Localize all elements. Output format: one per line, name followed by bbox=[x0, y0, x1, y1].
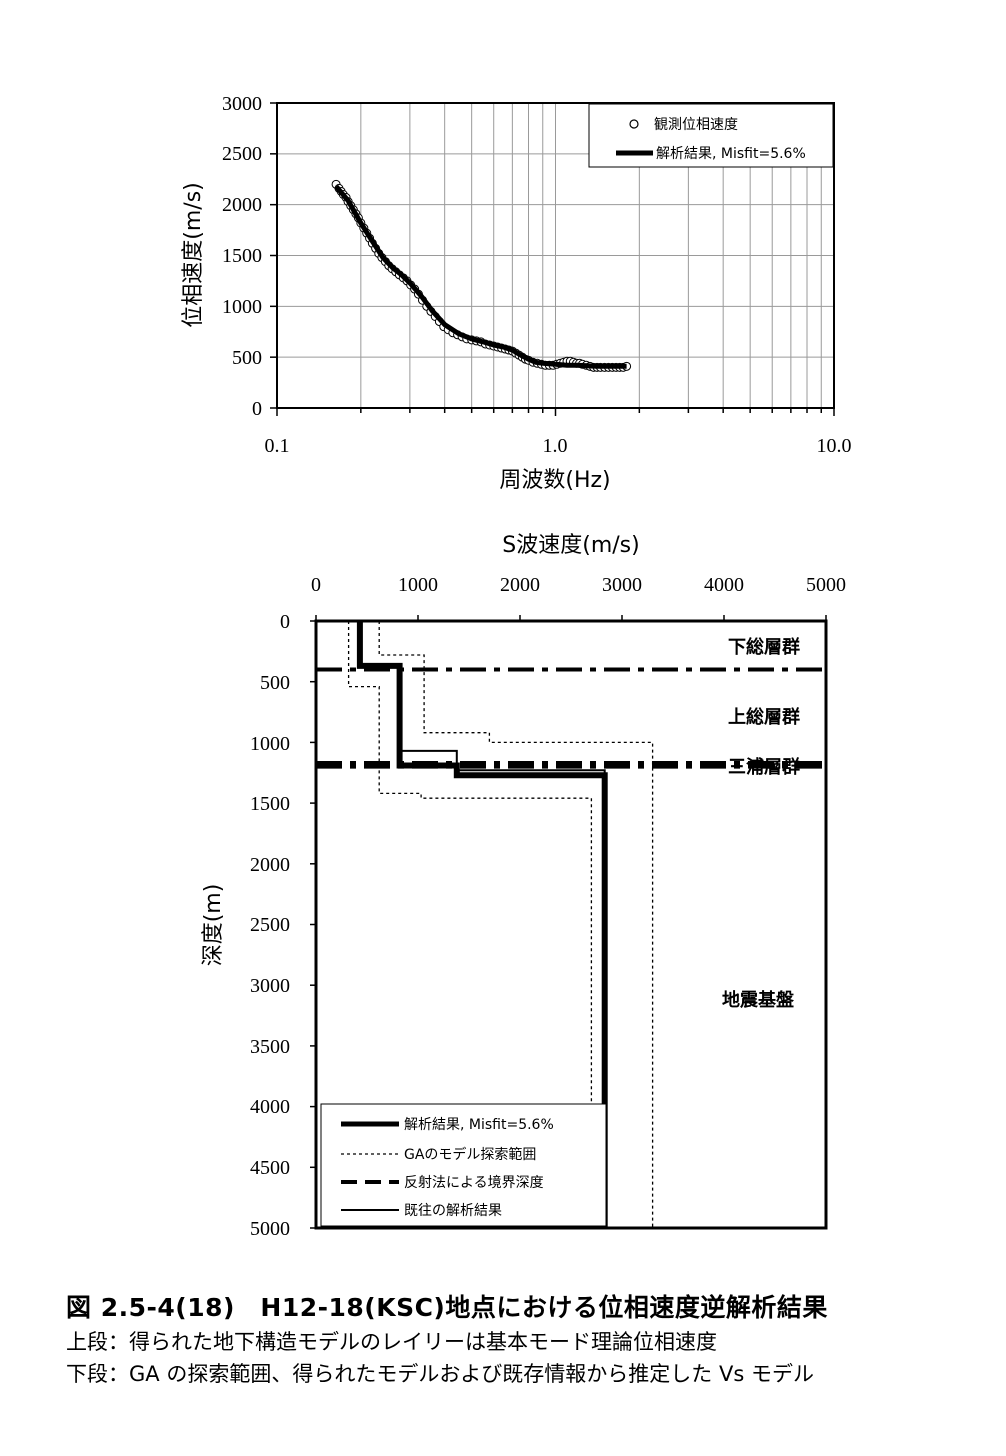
legend-result-label: 解析結果, Misfit=5.6% bbox=[404, 1117, 554, 1133]
legend-open-circle-marker bbox=[629, 119, 639, 129]
ga-range-lower-line bbox=[347, 621, 593, 1228]
bottom-ytick-1500: 1500 bbox=[250, 793, 290, 815]
ga-range-upper-line bbox=[378, 621, 654, 1228]
top-legend-box bbox=[588, 103, 834, 168]
top-ytick-1000: 1000 bbox=[222, 296, 262, 318]
bottom-ytick-2000: 2000 bbox=[250, 854, 290, 876]
legend-observed-label: 観測位相速度 bbox=[654, 116, 738, 133]
bottom-ytick-5000: 5000 bbox=[250, 1218, 290, 1240]
legend-ga-range-label: GAのモデル探索範囲 bbox=[404, 1146, 536, 1163]
top-x-tick-labels: 0.1 1.0 10.0 bbox=[265, 435, 852, 457]
bottom-x-axis-label: S波速度(m/s) bbox=[502, 533, 639, 558]
top-y-tick-labels: 0 500 1000 1500 2000 2500 3000 bbox=[222, 93, 262, 420]
bottom-ytick-2500: 2500 bbox=[250, 914, 290, 936]
top-chart-tick-marks bbox=[270, 102, 835, 416]
top-ytick-2500: 2500 bbox=[222, 143, 262, 165]
top-legend: 観測位相速度 解析結果, Misfit=5.6% bbox=[588, 103, 834, 168]
bottom-legend: 解析結果, Misfit=5.6% GAのモデル探索範囲 反射法による境界深度 … bbox=[320, 1103, 607, 1227]
figure-caption-line-2: 下段：GA の探索範囲、得られたモデルおよび既存情報から推定した Vs モデル bbox=[66, 1362, 814, 1386]
layer-label-shimousa: 下総層群 bbox=[728, 636, 800, 658]
bottom-ytick-4000: 4000 bbox=[250, 1096, 290, 1118]
top-ytick-3000: 3000 bbox=[222, 93, 262, 115]
bottom-y-axis-label: 深度(m) bbox=[201, 884, 226, 967]
velocity-profile-chart: S波速度(m/s) 0 1000 2000 3000 4000 5000 0 5… bbox=[201, 533, 846, 1240]
bottom-xtick-4000: 4000 bbox=[704, 574, 744, 596]
top-ytick-500: 500 bbox=[232, 347, 262, 369]
bottom-chart-tick-marks bbox=[310, 615, 827, 1229]
bottom-x-tick-labels: 0 1000 2000 3000 4000 5000 bbox=[311, 574, 846, 596]
analysis-result-curve bbox=[334, 184, 627, 369]
layer-label-miura: 三浦層群 bbox=[728, 756, 800, 778]
bottom-ytick-1000: 1000 bbox=[250, 733, 290, 755]
figure-caption-title: 図 2.5-4(18) H12-18(KSC)地点における位相速度逆解析結果 bbox=[66, 1293, 828, 1322]
layer-labels: 下総層群 上総層群 三浦層群 地震基盤 bbox=[722, 636, 800, 1011]
bottom-xtick-3000: 3000 bbox=[602, 574, 642, 596]
top-ytick-2000: 2000 bbox=[222, 194, 262, 216]
dispersion-chart: 0 500 1000 1500 2000 2500 3000 0.1 1.0 1… bbox=[181, 93, 852, 493]
bottom-ytick-500: 500 bbox=[260, 672, 290, 694]
bottom-xtick-1000: 1000 bbox=[398, 574, 438, 596]
layer-label-seismic-bedrock: 地震基盤 bbox=[722, 989, 795, 1011]
bottom-ytick-3000: 3000 bbox=[250, 975, 290, 997]
layer-label-kazusa: 上総層群 bbox=[728, 706, 800, 728]
legend-reflection-label: 反射法による境界深度 bbox=[404, 1175, 544, 1191]
top-xtick-10.0: 10.0 bbox=[817, 435, 852, 457]
velocity-profile-lines bbox=[316, 621, 826, 1228]
top-xtick-0.1: 0.1 bbox=[265, 435, 290, 457]
legend-previous-label: 既往の解析結果 bbox=[404, 1203, 502, 1219]
bottom-xtick-5000: 5000 bbox=[806, 574, 846, 596]
top-ytick-0: 0 bbox=[252, 398, 262, 420]
bottom-ytick-4500: 4500 bbox=[250, 1157, 290, 1179]
top-x-axis-label: 周波数(Hz) bbox=[499, 468, 610, 493]
top-xtick-1.0: 1.0 bbox=[543, 435, 568, 457]
bottom-ytick-0: 0 bbox=[280, 611, 290, 633]
bottom-ytick-3500: 3500 bbox=[250, 1036, 290, 1058]
bottom-xtick-2000: 2000 bbox=[500, 574, 540, 596]
legend-fit-label: 解析結果, Misfit=5.6% bbox=[656, 146, 806, 162]
bottom-y-tick-labels: 0 500 1000 1500 2000 2500 3000 3500 4000… bbox=[250, 611, 290, 1240]
figure-caption-line-1: 上段：得られた地下構造モデルのレイリーは基本モード理論位相速度 bbox=[66, 1330, 717, 1354]
top-y-axis-label: 位相速度(m/s) bbox=[181, 182, 206, 327]
bottom-xtick-0: 0 bbox=[311, 574, 321, 596]
top-ytick-1500: 1500 bbox=[222, 245, 262, 267]
